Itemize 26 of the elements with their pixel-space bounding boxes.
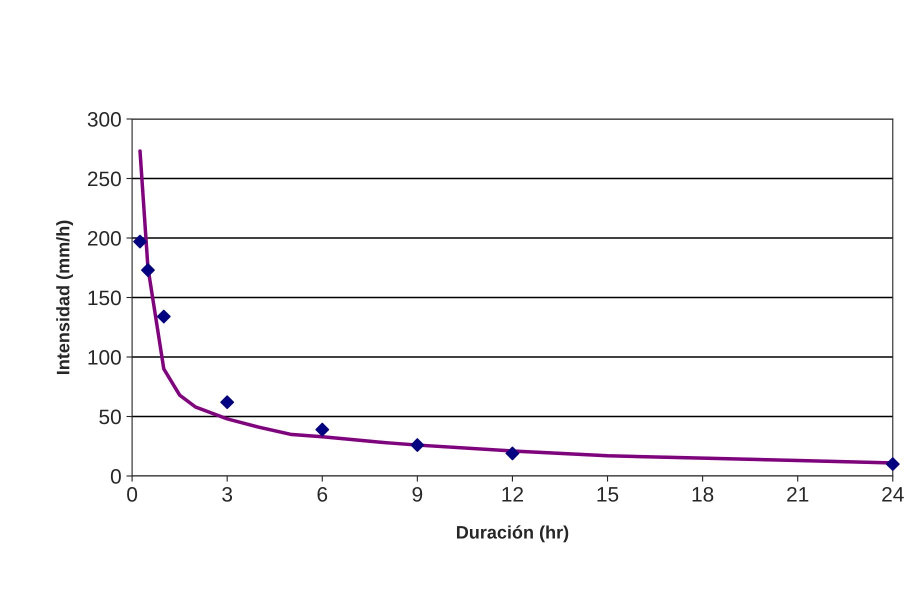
point [141,263,155,278]
y-tick-label: 250 [88,172,121,186]
y-tick-label: 150 [88,290,121,306]
y-axis-title: Intensidad (mm/h) [56,220,74,374]
point [410,438,424,452]
x-tick-label: 6 [318,486,328,502]
y-tick-label: 50 [99,410,121,424]
x-tick-label: 0 [127,486,138,502]
x-tick-label: 18 [692,486,714,502]
y-tick-label: 300 [88,112,121,127]
point [506,446,520,460]
y-tick-label: 100 [88,350,121,365]
point [133,234,147,248]
x-axis-title: Duración (hr) [456,525,568,542]
point [315,422,330,436]
point [156,310,171,324]
x-tick-label: 12 [502,486,523,502]
x-tick-label: 3 [222,486,232,502]
point [886,457,900,472]
y-tick-label: 0 [110,469,121,484]
x-tick-label: 9 [412,486,422,502]
y-tick-label: 200 [88,231,121,246]
x-tick-label: 21 [787,486,808,502]
point [220,395,234,410]
x-tick-label: 15 [598,487,618,502]
x-tick-label: 24 [882,486,904,502]
